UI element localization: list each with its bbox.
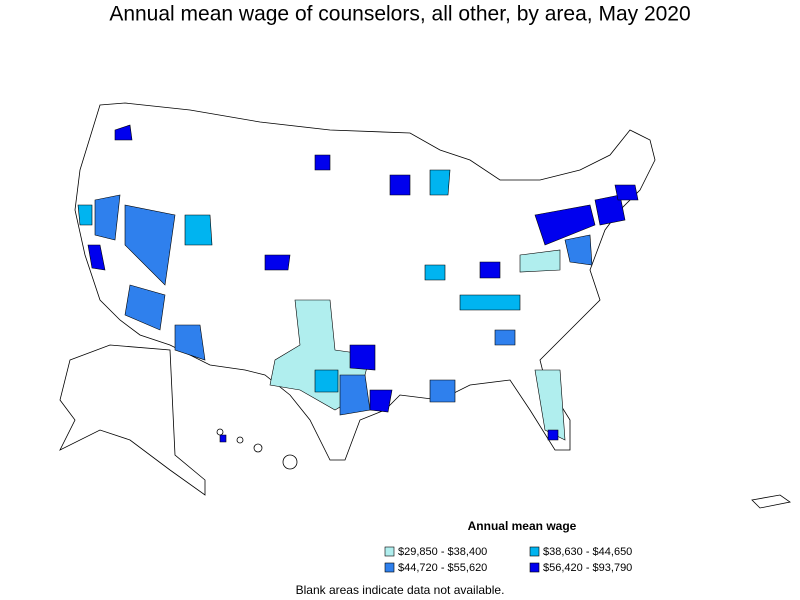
area xyxy=(349,344,376,371)
area xyxy=(314,369,339,393)
area xyxy=(174,324,206,361)
area xyxy=(124,284,166,331)
area xyxy=(114,124,133,141)
area xyxy=(429,379,456,403)
wage-areas xyxy=(77,124,639,443)
area xyxy=(429,169,451,196)
area xyxy=(219,434,227,443)
legend-label: $56,420 - $93,790 xyxy=(543,562,632,574)
area xyxy=(389,174,411,196)
area xyxy=(314,154,331,171)
footnote: Blank areas indicate data not available. xyxy=(296,583,505,597)
legend-swatch xyxy=(529,562,540,573)
us-outline xyxy=(74,102,656,461)
legend-title: Annual mean wage xyxy=(468,519,577,533)
legend-swatch xyxy=(384,546,395,557)
puerto-rico-outline xyxy=(751,494,791,509)
area xyxy=(594,194,626,226)
area xyxy=(264,254,291,271)
area xyxy=(564,234,593,266)
area xyxy=(519,249,561,273)
area xyxy=(494,329,516,346)
legend-label: $44,720 - $55,620 xyxy=(398,562,487,574)
legend-label: $29,850 - $38,400 xyxy=(398,546,487,558)
area xyxy=(614,184,639,201)
area xyxy=(459,294,521,311)
area xyxy=(94,194,121,241)
area xyxy=(339,374,371,416)
area xyxy=(424,264,446,281)
area xyxy=(479,261,501,279)
area xyxy=(369,389,393,413)
alaska-outline xyxy=(59,344,206,496)
legend: $29,850 - $38,400 $38,630 - $44,650 $44,72… xyxy=(384,546,632,574)
legend-label: $38,630 - $44,650 xyxy=(543,546,632,558)
hawaii-outline xyxy=(216,428,298,470)
area xyxy=(534,369,566,441)
map-title: Annual mean wage of counselors, all othe… xyxy=(109,3,690,26)
area xyxy=(547,429,559,441)
area xyxy=(534,204,596,246)
area xyxy=(77,204,93,226)
legend-swatch xyxy=(384,562,395,573)
area xyxy=(87,244,106,271)
area xyxy=(184,214,213,246)
area xyxy=(124,204,176,286)
legend-swatch xyxy=(529,546,540,557)
